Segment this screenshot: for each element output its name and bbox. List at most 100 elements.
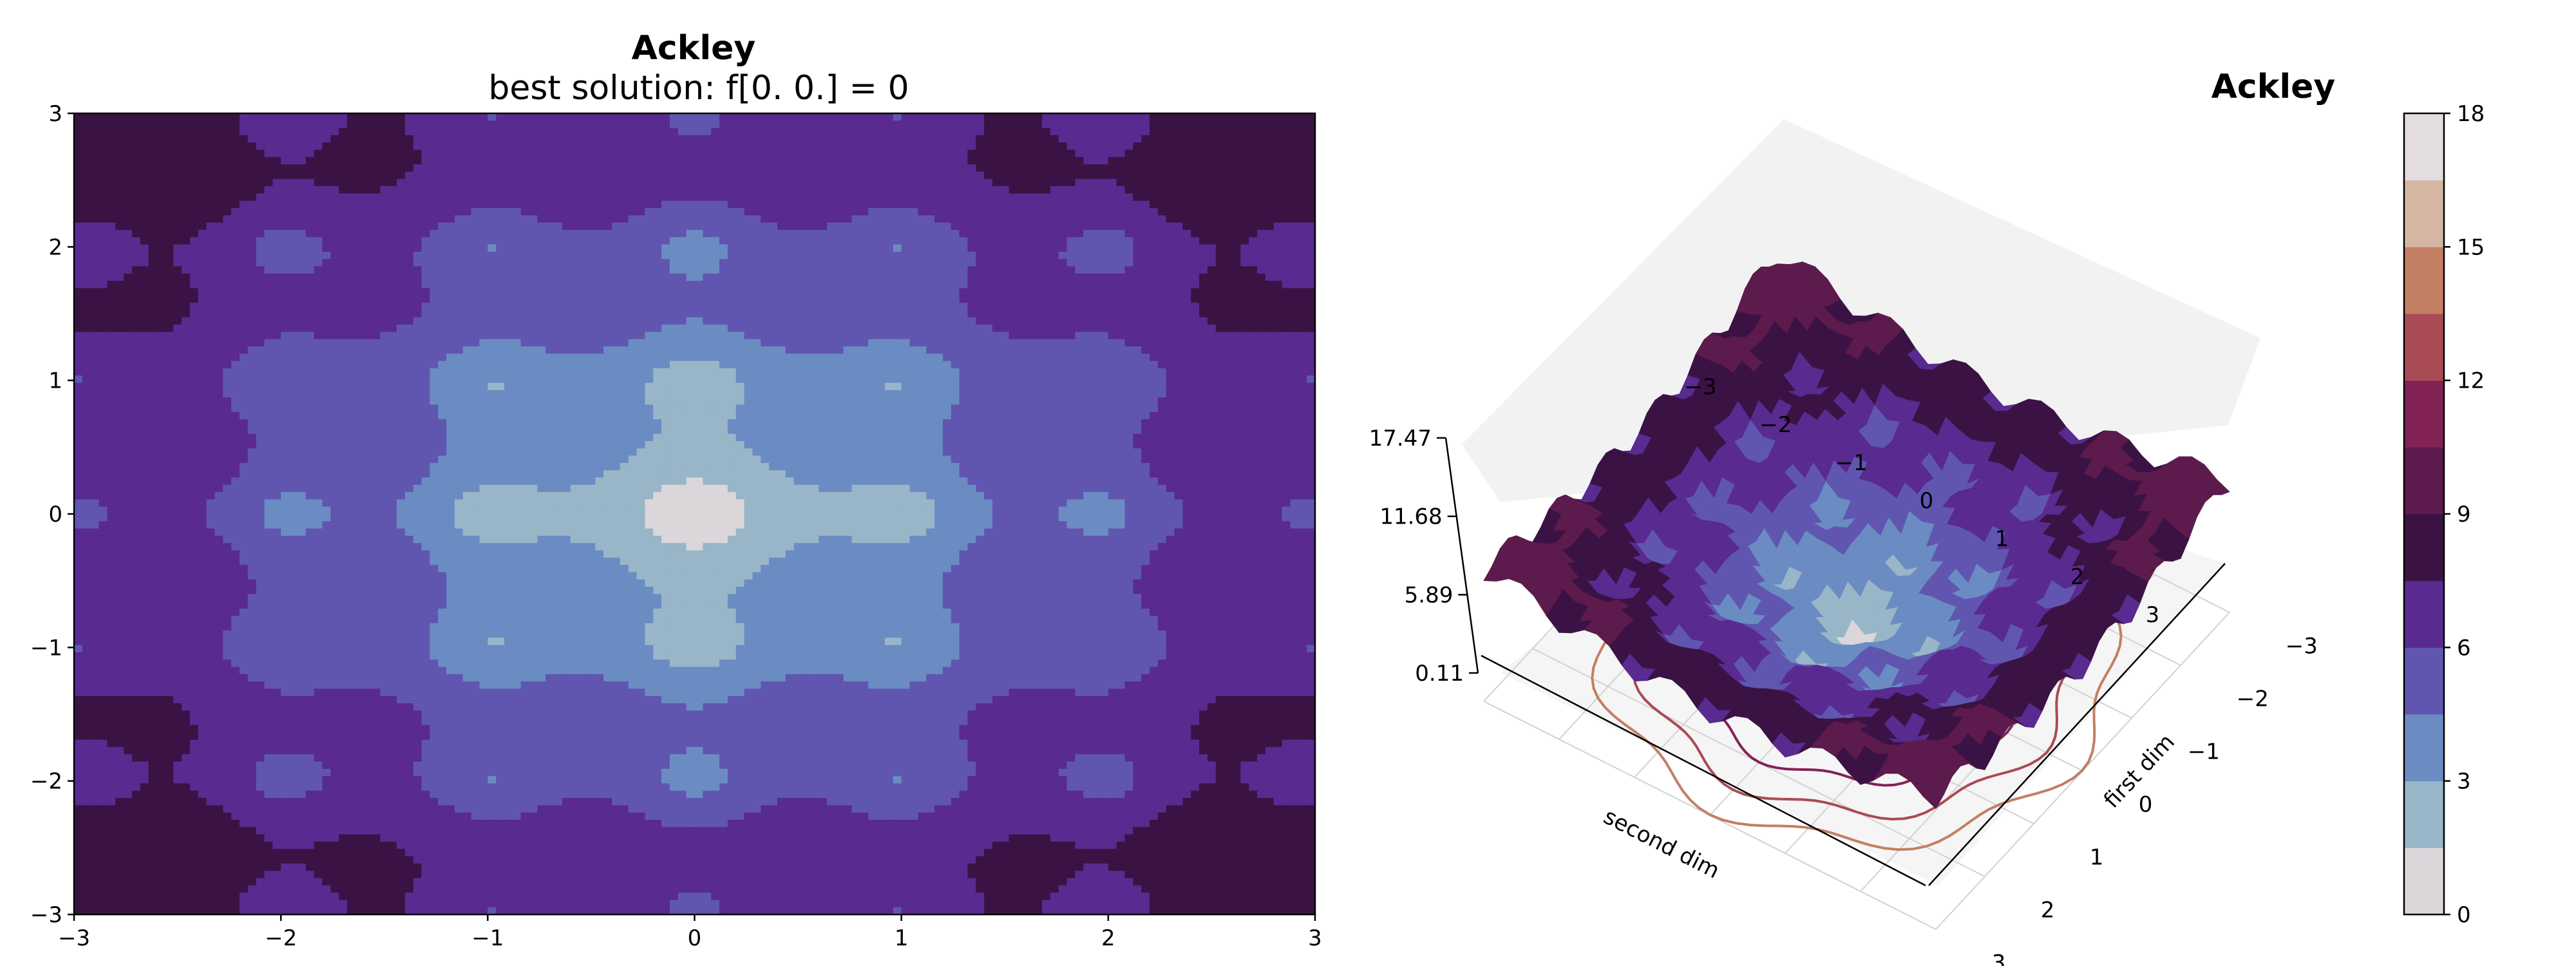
contour-cell [124, 667, 133, 675]
contour-cell [372, 156, 381, 165]
contour-cell [339, 609, 348, 617]
contour-cell [198, 761, 207, 770]
contour-cell [198, 273, 207, 281]
contour-cell [314, 251, 323, 260]
contour-cell [115, 448, 124, 457]
contour-cell [239, 368, 249, 376]
contour-cell [363, 433, 373, 442]
contour-cell [115, 149, 124, 158]
contour-cell [231, 659, 240, 668]
contour-cell [413, 193, 422, 202]
contour-cell [363, 390, 373, 398]
contour-cell [413, 674, 422, 682]
contour-cell [165, 805, 174, 813]
contour-cell [148, 156, 158, 165]
contour-cell [339, 681, 348, 690]
contour-cell [99, 827, 108, 835]
contour-cell [156, 805, 166, 813]
contour-cell [223, 900, 232, 908]
contour-cell [223, 193, 232, 202]
contour-cell [148, 616, 158, 624]
contour-cell [397, 630, 406, 639]
contour-cell [82, 521, 91, 529]
contour-cell [355, 324, 365, 333]
contour-cell [322, 412, 332, 420]
contour-cell [289, 142, 298, 151]
contour-cell [380, 768, 389, 777]
contour-cell [297, 761, 307, 770]
contour-cell [372, 164, 381, 173]
contour-cell [388, 856, 397, 864]
contour-cell [148, 171, 158, 180]
contour-cell [404, 761, 414, 770]
contour-cell [189, 412, 199, 420]
contour-cell [314, 754, 323, 762]
contour-cell [314, 113, 323, 122]
contour-cell [74, 623, 83, 631]
contour-cell [404, 834, 414, 842]
contour-cell [231, 128, 240, 136]
contour-cell [124, 222, 133, 231]
contour-cell [305, 244, 315, 252]
contour-cell [182, 149, 191, 158]
contour-cell [363, 616, 373, 624]
contour-cell [404, 594, 414, 602]
contour-cell [388, 878, 397, 886]
contour-cell [173, 215, 182, 223]
contour-cell [380, 288, 389, 296]
contour-cell [305, 885, 315, 893]
contour-cell [74, 113, 83, 122]
contour-cell [165, 623, 174, 631]
contour-cell [380, 652, 389, 660]
contour-cell [148, 557, 158, 565]
contour-cell [173, 259, 182, 267]
contour-cell [272, 907, 281, 914]
contour-cell [156, 819, 166, 828]
contour-cell [272, 375, 281, 384]
contour-cell [397, 688, 406, 697]
contour-cell [182, 455, 191, 464]
contour-cell [74, 609, 83, 617]
contour-cell [397, 710, 406, 719]
contour-cell [404, 798, 414, 806]
contour-cell [124, 674, 133, 682]
contour-cell [388, 521, 397, 529]
contour-cell [339, 732, 348, 741]
contour-cell [231, 543, 240, 551]
contour-cell [74, 164, 83, 173]
contour-cell [182, 514, 191, 522]
contour-cell [388, 390, 397, 398]
contour-cell [148, 659, 158, 668]
contour-cell [148, 856, 158, 864]
contour-cell [148, 135, 158, 144]
contour-cell [223, 572, 232, 580]
contour-cell [404, 703, 414, 712]
contour-cell [355, 354, 365, 362]
contour-cell [90, 346, 100, 354]
contour-cell [297, 601, 307, 609]
contour-cell [438, 244, 447, 252]
contour-cell [289, 273, 298, 281]
contour-cell [438, 572, 447, 580]
contour-cell [281, 383, 290, 391]
contour-cell [330, 506, 339, 515]
contour-cell [438, 193, 447, 202]
contour-cell [131, 346, 141, 354]
contour-cell [363, 710, 373, 719]
contour-cell [198, 499, 207, 507]
contour-cell [363, 724, 373, 734]
contour-cell [388, 448, 397, 457]
contour-cell [115, 528, 124, 536]
contour-cell [363, 164, 373, 173]
contour-cell [206, 696, 216, 704]
contour-cell [223, 273, 232, 281]
contour-cell [438, 630, 447, 639]
contour-cell [272, 303, 281, 311]
contour-cell [256, 273, 265, 281]
contour-cell [388, 222, 397, 231]
contour-cell [363, 746, 373, 755]
contour-cell [214, 594, 224, 602]
contour-cell [297, 113, 307, 122]
contour-cell [397, 805, 406, 813]
contour-cell [372, 557, 381, 565]
